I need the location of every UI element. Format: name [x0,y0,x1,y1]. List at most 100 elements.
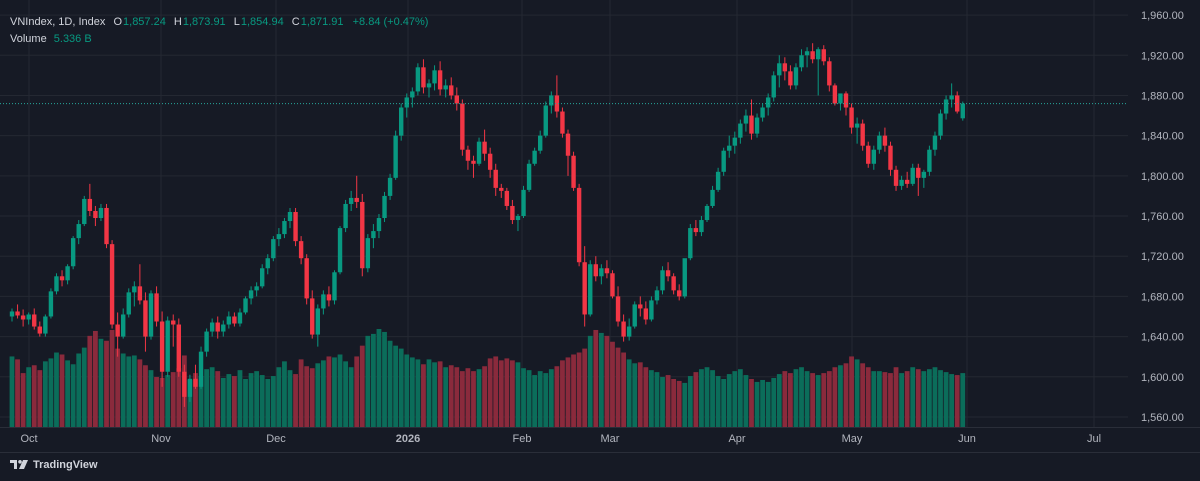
volume-bar [621,352,626,427]
volume-bar [960,373,966,427]
volume-bar [404,354,410,427]
volume-bar [359,345,365,427]
candle-body [365,238,371,269]
candlestick-series [9,43,965,407]
volume-bar [237,370,243,427]
y-tick-label: 1,920.00 [1141,50,1184,62]
brand-name: TradingView [33,459,98,471]
candle-body [732,137,737,146]
volume-bar [15,359,20,427]
candle-body [654,290,660,301]
candle-body [882,135,888,146]
candle-body [465,149,471,161]
x-tick-label: May [842,433,863,445]
volume-bar [42,361,48,427]
candle-body [932,135,938,150]
volume-bar [465,368,471,427]
y-tick-label: 1,960.00 [1141,10,1184,22]
candle-body [343,203,348,229]
x-tick-label: Mar [601,433,620,445]
volume-bar [81,347,87,427]
open-value: 1,857.24 [123,16,166,28]
candle-body [526,163,532,190]
volume-bar [348,367,354,427]
high-label: H [173,16,182,28]
candle-body [727,145,732,151]
y-tick-label: 1,760.00 [1141,211,1184,223]
x-tick-label: Apr [728,433,745,445]
candle-body [182,371,187,397]
volume-bar [737,369,743,427]
candle-body [404,97,409,108]
volume-bar [31,365,37,427]
candle-body [126,292,131,315]
price-axis[interactable]: 1,960.00 1,920.00 1,880.00 1,840.00 1,800.00… [1128,0,1200,427]
candle-body [838,93,843,104]
candle-body [843,93,849,108]
candle-body [832,85,838,104]
volume-bar [560,360,565,427]
volume-bar [54,352,59,427]
candle-body [104,207,109,245]
volume-bar [326,356,332,427]
candle-body [271,239,276,259]
volume-bar [187,379,193,427]
tradingview-brand[interactable]: TradingView [10,459,98,471]
candle-body [159,321,165,372]
time-axis[interactable]: Oct Nov Dec 2026 Feb Mar Apr May Jun Jul [0,427,1200,453]
volume-bar [554,366,560,427]
volume-bar [432,362,437,427]
candle-body [515,216,521,221]
candle-body [209,322,215,332]
volume-bar [70,364,76,427]
candle-body [332,272,337,301]
volume-bar [821,373,827,427]
volume-bar [304,366,310,427]
candle-body [938,113,943,136]
tradingview-logo-icon [10,460,28,469]
symbol-label[interactable]: VNIndex, 1D, Index [10,16,106,28]
change-value: +8.84 (+0.47%) [352,16,429,28]
volume-bar [637,362,643,427]
volume-bar [710,370,715,427]
price-axis-bg [1128,0,1200,427]
candle-body [710,189,715,206]
volume-bar [415,359,421,427]
volume-bar [48,358,54,427]
candle-body [699,220,704,233]
candle-body [588,264,593,315]
volume-label[interactable]: Volume [10,33,47,45]
volume-bar [371,333,376,427]
candle-body [643,308,649,320]
volume-bar [949,374,955,427]
close-value: 1,871.91 [300,16,344,28]
candle-body [109,244,115,325]
volume-bar [387,340,393,427]
volume-bar [65,360,70,427]
candle-body [87,198,93,211]
volume-bar [498,360,504,427]
volume-bar [426,359,432,427]
volume-bar [343,361,348,427]
candle-body [521,189,526,217]
candle-body [554,95,560,112]
candle-body [677,290,682,297]
x-tick-label: Jul [1087,433,1101,445]
volume-bar [721,378,727,427]
volume-bar [615,347,621,427]
candle-body [788,71,793,86]
volume-bar [287,370,293,427]
volume-bar [932,367,938,427]
volume-bar [293,374,298,427]
candle-body [287,211,293,222]
candle-body [626,326,632,337]
candle-body [693,228,699,233]
volume-bar [888,373,893,427]
volume-bar [104,340,109,427]
candle-body [298,241,304,259]
volume-bar [409,357,415,427]
volume-bar [543,373,549,427]
volume-bar [582,348,588,427]
candle-body [148,293,154,337]
